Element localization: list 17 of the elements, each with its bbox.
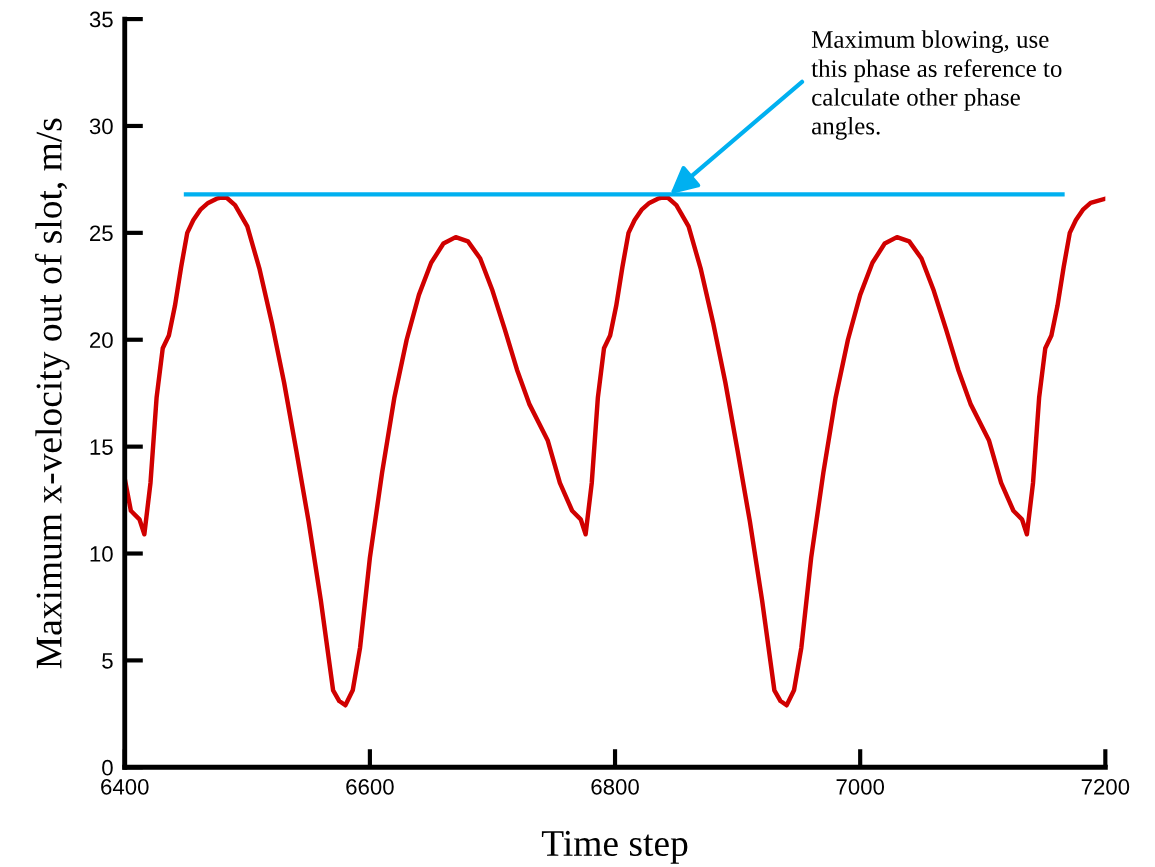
x-tick-label: 6400 bbox=[101, 778, 149, 795]
x-tick-label: 6800 bbox=[591, 778, 639, 795]
y-tick-label: 10 bbox=[90, 546, 113, 562]
line-series bbox=[124, 194, 1106, 708]
y-tick-label: 35 bbox=[89, 11, 113, 28]
x-tick-label: 7200 bbox=[1081, 778, 1130, 795]
x-axis-title: Time step bbox=[541, 830, 688, 864]
y-tick-label: 0 bbox=[102, 759, 113, 776]
annotation: Maximum blowing, use this phase as reference to calculate other phase angles. bbox=[811, 30, 1062, 140]
y-tick-label: 25 bbox=[90, 225, 113, 242]
x-tick-label: 7000 bbox=[836, 778, 885, 795]
y-tick-label: 20 bbox=[90, 332, 113, 349]
y-tick-label: 5 bbox=[102, 653, 113, 669]
y-tick-label: 30 bbox=[89, 118, 113, 135]
y-tick-label: 15 bbox=[90, 439, 113, 455]
x-tick-label: 6600 bbox=[346, 778, 394, 795]
y-axis-title: Maximum x-velocity out of slot, m/s bbox=[34, 118, 70, 669]
